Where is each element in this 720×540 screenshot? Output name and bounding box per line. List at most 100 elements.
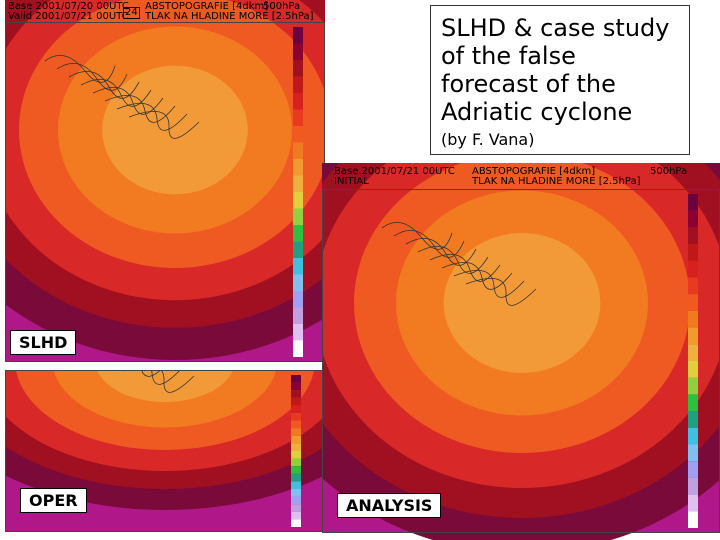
coastline (393, 229, 465, 258)
color-scale-cell (688, 361, 698, 378)
color-scale-cell (291, 504, 301, 512)
color-scale-cell (291, 511, 301, 520)
color-scale-cell (291, 390, 301, 398)
coastline (116, 102, 188, 131)
color-scale-cell (293, 258, 303, 275)
color-scale-cell (688, 477, 698, 495)
color-scale-cell (293, 225, 303, 242)
panel-label: ANALYSIS (337, 493, 442, 518)
coastline (56, 62, 128, 91)
color-scale-cell (688, 444, 698, 462)
range: 24 (123, 7, 140, 19)
color-scale-cell (688, 310, 698, 328)
color-scale-cell (688, 244, 698, 261)
color-scale-cell (291, 519, 301, 527)
color-scale-cell (291, 435, 301, 444)
map-panel: Base 2001/07/21 00UTC INITIAL ABSTOPOGRA… (322, 163, 720, 540)
panel-label: SLHD (10, 330, 77, 355)
field2: TLAK NA HLADINE MORE [2.5hPa] (145, 11, 314, 22)
coastline (429, 253, 501, 282)
color-scale-cell (291, 481, 301, 489)
color-scale-cell (291, 382, 301, 391)
color-scale-cell (291, 405, 301, 413)
color-scale-cell (293, 76, 303, 93)
field2: TLAK NA HLADINE MORE [2.5hPa] (472, 176, 641, 187)
coastline (151, 370, 181, 385)
title: SLHD & case study of the false forecast … (441, 14, 670, 126)
color-scale-cell (688, 377, 698, 395)
color-scale-cell (688, 511, 698, 528)
map-panel: Base 2001/07/20 00UTC Valid 2001/07/21 0… (5, 0, 325, 370)
panel-label: OPER (20, 488, 87, 513)
color-scale-cell (293, 307, 303, 324)
color-scale-cell (293, 291, 303, 308)
color-scale-cell (293, 142, 303, 159)
color-scale-cell (293, 324, 303, 341)
base-time: Base 2001/07/21 00UTC (334, 166, 455, 177)
color-scale-cell (688, 294, 698, 311)
author: (by F. Vana) (441, 130, 535, 149)
contour-band (97, 370, 233, 402)
color-scale-cell (293, 93, 303, 110)
color-scale-cell (293, 192, 303, 209)
color-scale-cell (293, 175, 303, 192)
coastline (141, 370, 162, 377)
base-time: Base 2001/07/20 00UTC (8, 1, 129, 12)
coastline (104, 94, 176, 123)
color-scale-cell (291, 375, 301, 383)
color-scale-cell (293, 159, 303, 176)
contour-band (102, 65, 248, 195)
map (5, 0, 325, 362)
color-scale-cell (688, 427, 698, 445)
color-scale-cell (291, 466, 301, 474)
color-scale-cell (688, 411, 698, 428)
coastline (80, 78, 152, 107)
color-scale-cell (688, 494, 698, 512)
color-scale-cell (293, 43, 303, 60)
color-scale-cell (293, 274, 303, 291)
color-scale-cell (291, 458, 301, 467)
valid-time: INITIAL (334, 176, 369, 187)
color-scale-cell (688, 394, 698, 412)
level: 500hPa (650, 166, 688, 177)
coastline (417, 245, 489, 274)
color-scale-cell (291, 397, 301, 406)
map (5, 370, 323, 532)
coastline (123, 370, 195, 393)
title-box: SLHD & case study of the false forecast … (430, 5, 690, 155)
color-scale-cell (293, 126, 303, 143)
color-scale-cell (688, 194, 698, 211)
coastline (465, 277, 537, 306)
color-scale-cell (688, 344, 698, 361)
color-scale-cell (293, 241, 303, 258)
color-scale-cell (688, 210, 698, 228)
color-scale-cell (293, 60, 303, 77)
color-scale-cell (688, 277, 698, 295)
color-scale-cell (291, 428, 301, 436)
color-scale-cell (688, 260, 698, 278)
color-scale-cell (291, 443, 301, 451)
color-scale-cell (293, 340, 303, 357)
map (322, 163, 720, 540)
valid-time: Valid 2001/07/21 00UTC (8, 11, 129, 22)
color-scale-cell (291, 420, 301, 429)
color-scale-cell (688, 227, 698, 245)
coastline (453, 269, 525, 298)
color-scale-cell (291, 413, 301, 421)
color-scale-cell (293, 208, 303, 225)
map-panel: OPER (5, 370, 323, 540)
color-scale-cell (291, 473, 301, 482)
color-scale-cell (291, 496, 301, 505)
contour-band (443, 233, 601, 373)
color-scale-cell (688, 461, 698, 478)
color-scale-cell (293, 109, 303, 126)
color-scale-cell (688, 327, 698, 345)
color-scale-cell (291, 489, 301, 497)
coastline (381, 221, 453, 250)
coastline (68, 70, 140, 99)
field: ABSTOPOGRAFIE [4dkm] (472, 166, 596, 177)
color-scale-cell (291, 451, 301, 459)
coastline (441, 261, 513, 290)
coastline (405, 237, 477, 266)
